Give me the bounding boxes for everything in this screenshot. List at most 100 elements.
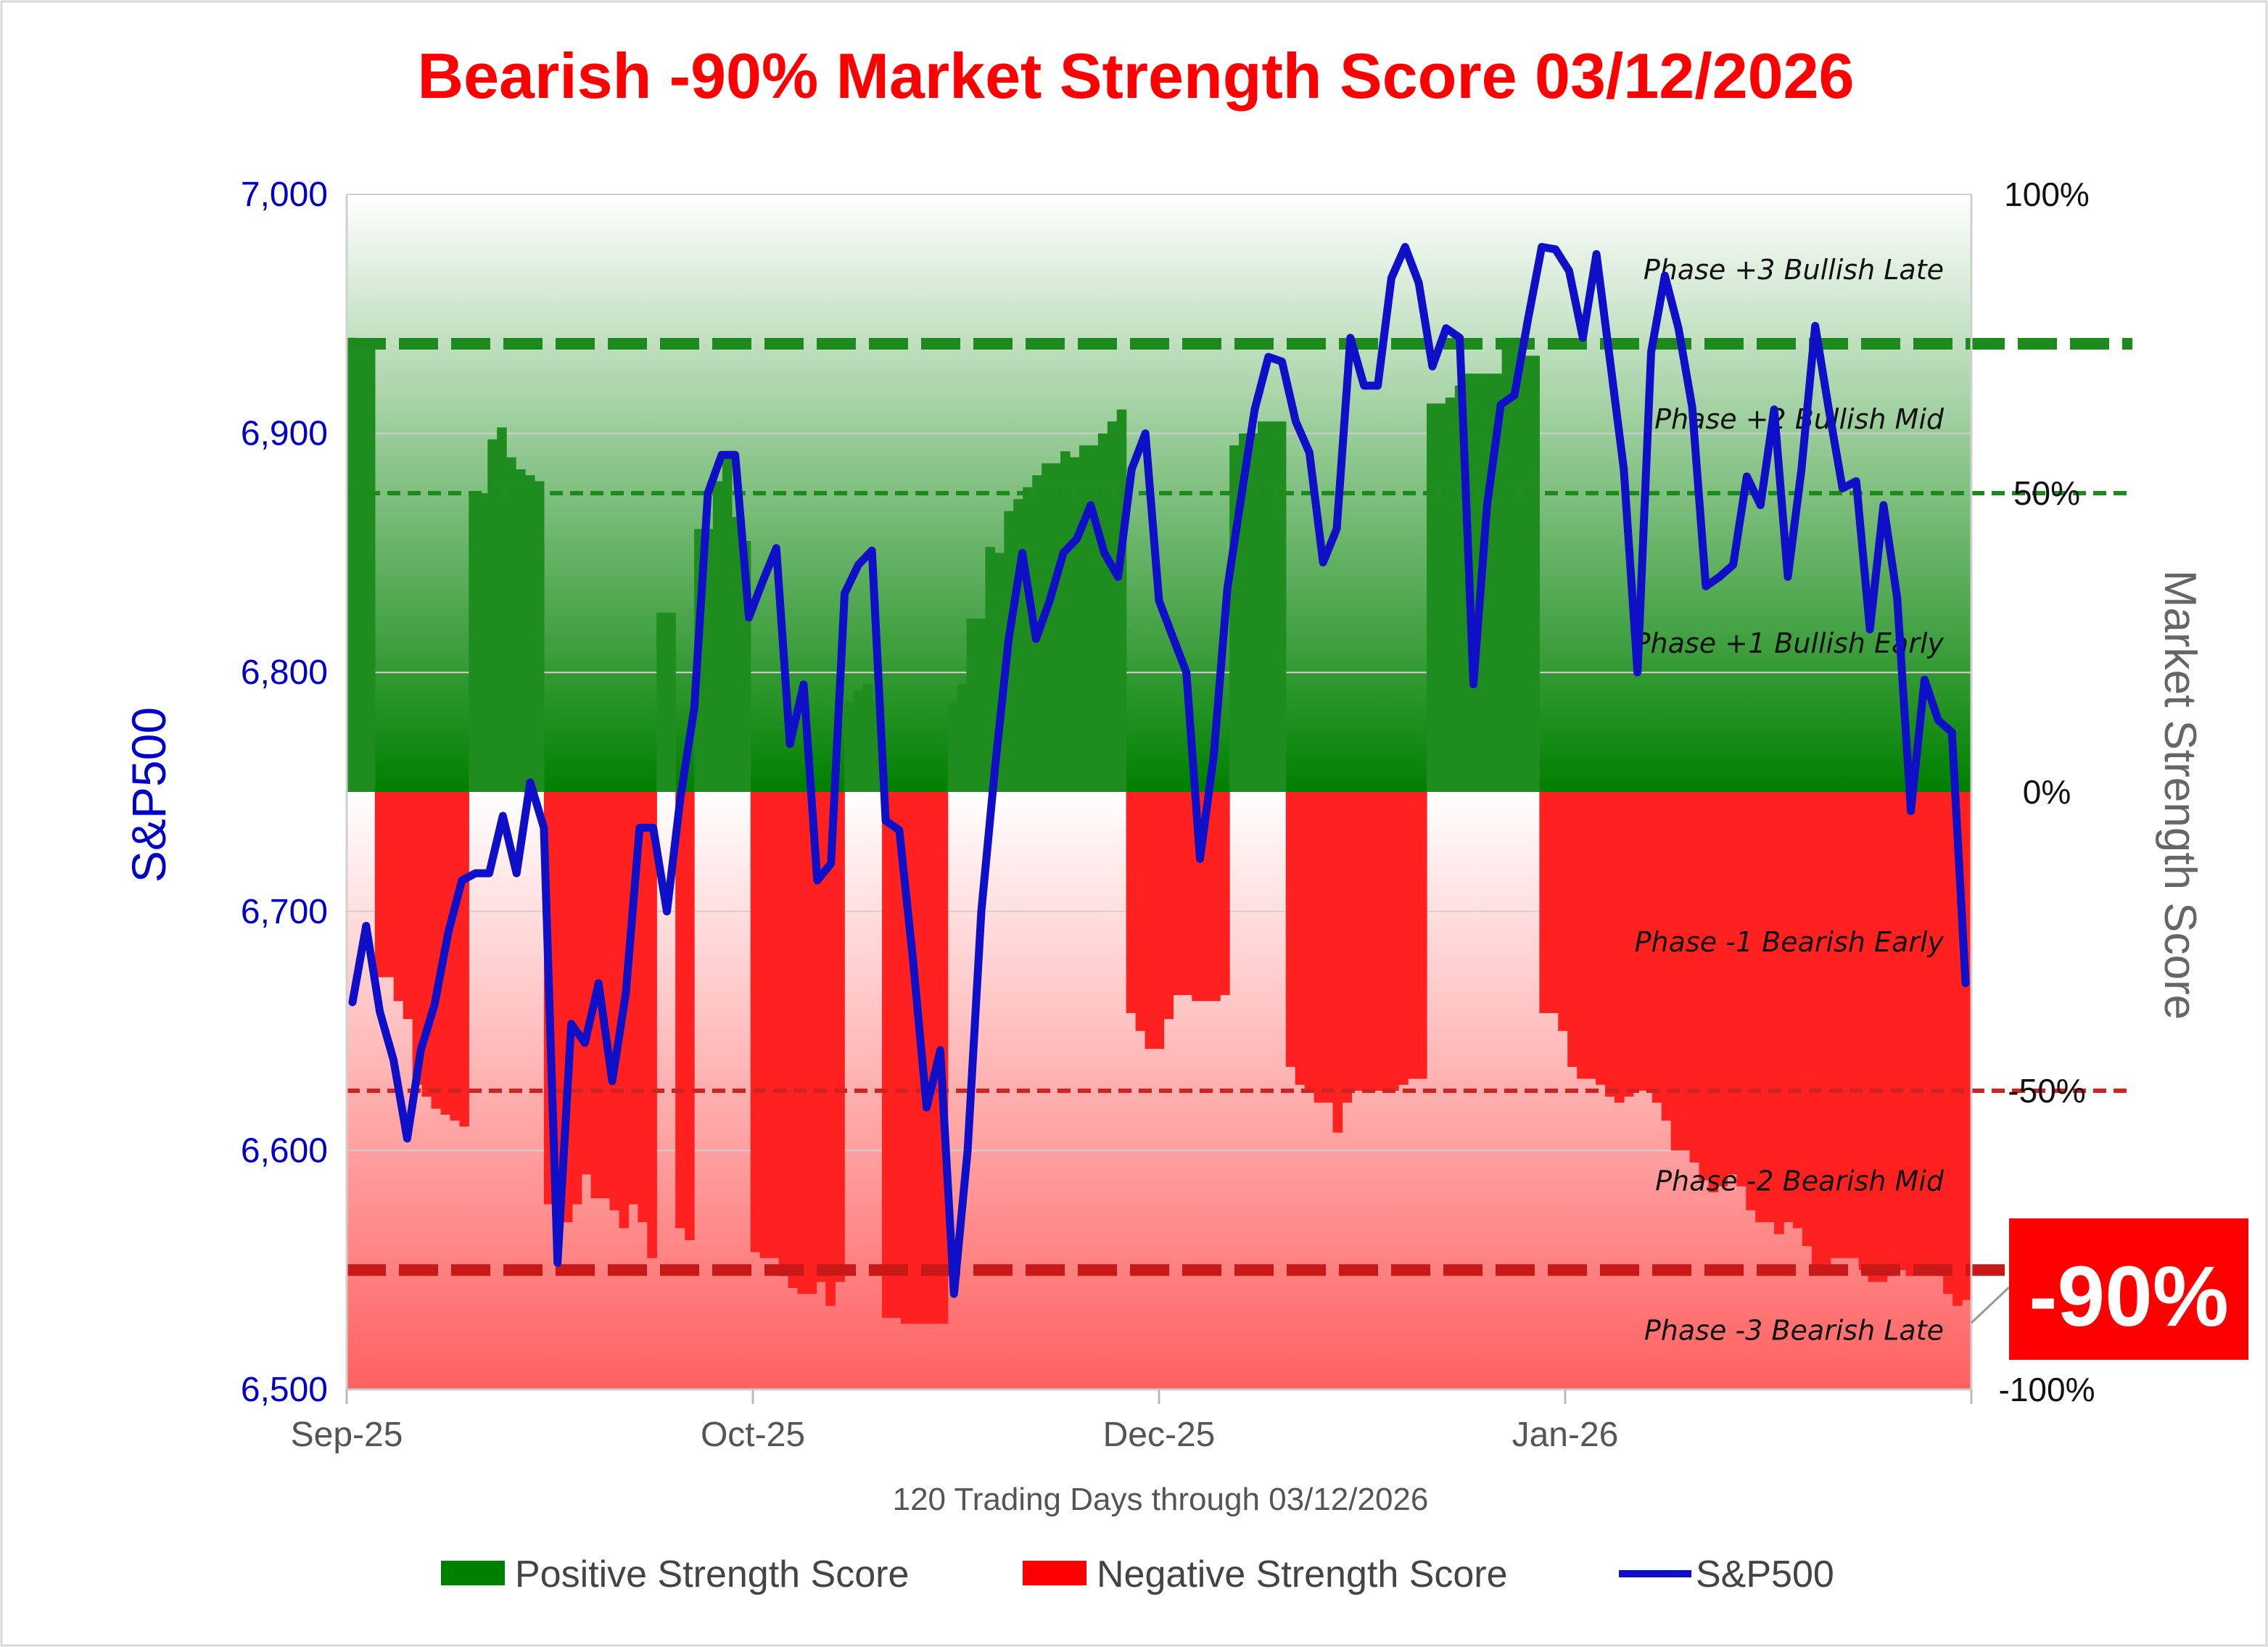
positive-score-bar xyxy=(704,529,714,792)
negative-score-bar xyxy=(1727,792,1737,1175)
axes: 6,500 6,600 6,700 6,800 6,900 7,000 100% 50% 0% -… xyxy=(241,176,2095,1454)
negative-score-bar xyxy=(1285,792,1296,1068)
negative-score-bar xyxy=(1408,792,1418,1079)
positive-score-bar xyxy=(355,344,366,792)
y-right-tick-label: -50% xyxy=(2008,1072,2085,1110)
positive-score-bar xyxy=(863,684,873,792)
positive-score-bar xyxy=(731,516,742,792)
negative-score-bar xyxy=(675,792,685,1229)
negative-score-bar xyxy=(1820,792,1831,1271)
negative-score-bar xyxy=(1774,792,1784,1234)
negative-score-bar xyxy=(1154,792,1165,1049)
x-tick-label: Oct-25 xyxy=(701,1416,805,1454)
negative-score-bar xyxy=(928,792,939,1324)
negative-score-bar xyxy=(1784,792,1794,1223)
negative-score-bar xyxy=(1886,792,1897,1276)
negative-score-bar xyxy=(600,792,611,1199)
positive-score-bar xyxy=(497,427,507,792)
positive-score-bar xyxy=(1501,337,1512,792)
positive-score-bar xyxy=(365,344,376,792)
positive-score-bar xyxy=(985,547,996,792)
positive-score-bar xyxy=(1492,373,1503,792)
negative-score-bar xyxy=(882,792,892,1318)
positive-score-bar xyxy=(976,619,986,792)
positive-score-bar xyxy=(1069,457,1080,792)
positive-score-bar xyxy=(712,481,723,792)
negative-score-bar xyxy=(1614,792,1625,1103)
y-left-tick-label: 6,700 xyxy=(241,893,328,931)
negative-score-bar xyxy=(1398,792,1409,1085)
negative-score-bar xyxy=(1811,792,1822,1271)
negative-score-bar xyxy=(1549,792,1559,1013)
negative-score-bar xyxy=(393,792,404,1002)
negative-score-bar xyxy=(797,792,808,1295)
negative-score-bar xyxy=(778,792,789,1276)
legend-negative-label: Negative Strength Score xyxy=(1097,1553,1508,1596)
negative-score-bar xyxy=(1934,792,1944,1276)
positive-score-bar xyxy=(1013,499,1023,792)
negative-score-bar xyxy=(1623,792,1634,1097)
positive-score-bar xyxy=(1079,445,1089,792)
negative-score-bar xyxy=(1596,792,1606,1085)
y-left-tick-label: 6,500 xyxy=(241,1371,328,1409)
negative-score-bar xyxy=(1314,792,1324,1103)
negative-score-bar xyxy=(685,792,695,1240)
phase-label: Phase -2 Bearish Mid xyxy=(1655,1165,1945,1197)
negative-score-bar xyxy=(1605,792,1615,1097)
positive-score-bar xyxy=(854,690,864,792)
negative-score-bar xyxy=(374,792,385,978)
negative-score-bar xyxy=(647,792,657,1258)
sp500-line xyxy=(348,243,1970,1298)
negative-score-bar xyxy=(1755,792,1765,1223)
y-right-tick-label: 50% xyxy=(2013,474,2080,512)
positive-score-bar xyxy=(1257,421,1268,792)
positive-score-bar xyxy=(1520,355,1531,793)
negative-score-bar xyxy=(1577,792,1587,1079)
positive-score-bar xyxy=(1116,409,1127,792)
negative-score-bar xyxy=(1361,792,1371,1091)
positive-score-bar xyxy=(966,619,977,792)
negative-score-bar xyxy=(816,792,826,1282)
negative-score-bar xyxy=(1389,792,1399,1091)
negative-score-bar xyxy=(384,792,395,978)
negative-score-bar xyxy=(1915,792,1925,1271)
negative-score-bar xyxy=(1802,792,1813,1247)
y-axis-left-label: S&P500 xyxy=(122,707,176,883)
legend-negative-swatch xyxy=(1023,1561,1086,1585)
positive-score-bar xyxy=(506,457,516,792)
negative-score-bar xyxy=(1211,792,1221,1002)
negative-score-bar xyxy=(1858,792,1869,1271)
phase-label: Phase -3 Bearish Late xyxy=(1644,1315,1944,1347)
negative-score-bar xyxy=(1342,792,1353,1103)
positive-score-bar xyxy=(525,475,535,792)
negative-score-bar xyxy=(1558,792,1568,1031)
positive-score-bar xyxy=(1248,433,1258,792)
negative-score-bar xyxy=(1642,792,1653,1091)
negative-score-bar xyxy=(581,792,592,1175)
negative-score-bar xyxy=(1680,792,1691,1151)
negative-score-bar xyxy=(1868,792,1879,1282)
negative-score-bar xyxy=(1295,792,1306,1085)
y-left-tick-label: 6,900 xyxy=(241,415,328,453)
negative-score-bar xyxy=(572,792,582,1205)
x-tick-label: Dec-25 xyxy=(1103,1416,1216,1454)
positive-score-bar xyxy=(957,684,968,792)
positive-score-bar xyxy=(1107,421,1118,792)
y-left-tick-label: 6,600 xyxy=(241,1131,328,1170)
negative-score-bar xyxy=(1765,792,1775,1223)
y-right-tick-label: -100% xyxy=(1999,1371,2095,1408)
negative-score-bar xyxy=(431,792,442,1109)
strength-score-bars xyxy=(347,337,1972,1324)
negative-score-bar xyxy=(1736,792,1747,1186)
negative-score-bar xyxy=(450,792,460,1121)
negative-score-bar xyxy=(1849,792,1860,1258)
negative-score-bar xyxy=(1839,792,1850,1258)
legend: Positive Strength Score Negative Strengt… xyxy=(441,1553,1834,1596)
x-tick-label: Jan-26 xyxy=(1512,1416,1619,1454)
negative-score-bar xyxy=(750,792,761,1252)
phase-label: Phase +1 Bullish Early xyxy=(1634,627,1945,659)
negative-score-bar xyxy=(1173,792,1183,996)
phase-label: Phase -1 Bearish Early xyxy=(1635,926,1945,958)
negative-score-bar xyxy=(1163,792,1174,1020)
phase-label: Phase +3 Bullish Late xyxy=(1644,254,1944,286)
